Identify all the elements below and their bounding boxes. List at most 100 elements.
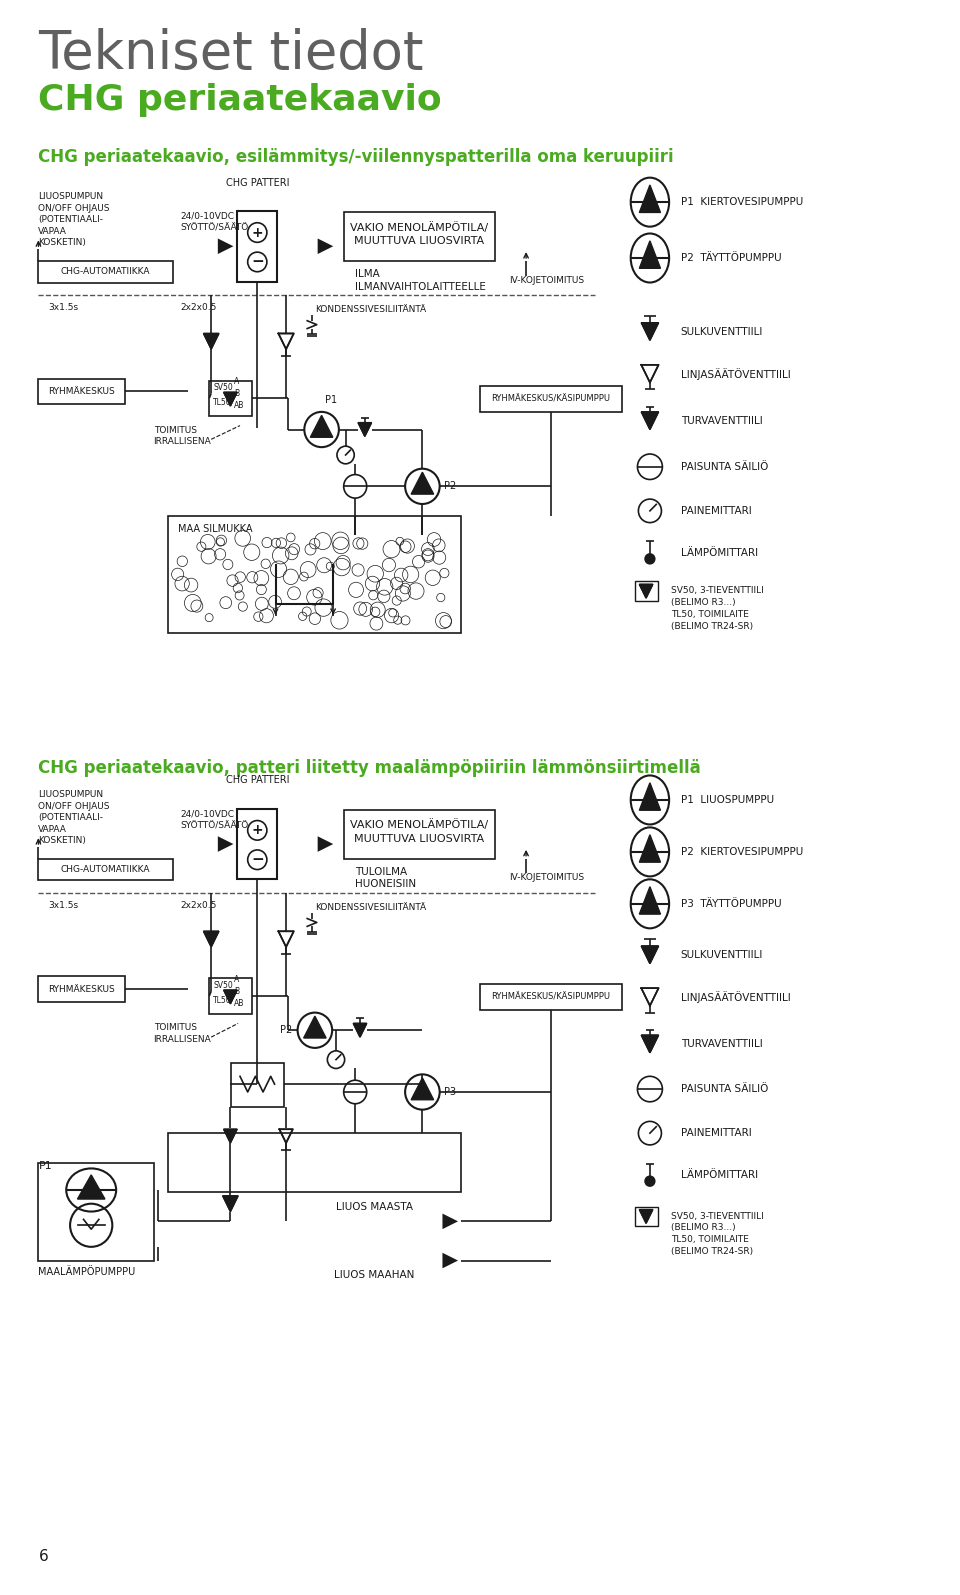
Text: RYHMÄKESKUS: RYHMÄKESKUS [48, 388, 115, 396]
Polygon shape [224, 392, 237, 407]
Text: A: A [234, 975, 239, 984]
Polygon shape [303, 1016, 326, 1038]
Text: SULKUVENTTIILI: SULKUVENTTIILI [681, 949, 763, 960]
Text: KONDENSSIVESILIITÄNTÄ: KONDENSSIVESILIITÄNTÄ [315, 903, 426, 912]
Polygon shape [641, 412, 659, 429]
Text: IV-KOJETOIMITUS: IV-KOJETOIMITUS [509, 276, 584, 284]
Text: CHG-AUTOMATIIKKA: CHG-AUTOMATIIKKA [60, 864, 151, 874]
Text: TULOILMA
HUONEISIIN: TULOILMA HUONEISIIN [355, 866, 417, 890]
Text: CHG periaatekaavio, esilämmitys/-viilennyspatterilla oma keruupiiri: CHG periaatekaavio, esilämmitys/-viilenn… [38, 148, 674, 166]
Text: P2  TÄYTTÖPUMPPU: P2 TÄYTTÖPUMPPU [681, 254, 781, 263]
Bar [237, 809, 277, 879]
Polygon shape [204, 931, 219, 947]
Polygon shape [224, 1129, 237, 1144]
Polygon shape [639, 185, 660, 212]
Text: B: B [234, 389, 239, 399]
Text: SV50: SV50 [213, 981, 233, 990]
Text: TL50: TL50 [213, 995, 231, 1005]
Text: SV50, 3-TIEVENTTIILI
(BELIMO R3...)
TL50, TOIMILAITE
(BELIMO TR24-SR): SV50, 3-TIEVENTTIILI (BELIMO R3...) TL50… [671, 1212, 764, 1255]
Text: SULKUVENTTIILI: SULKUVENTTIILI [681, 327, 763, 337]
Polygon shape [639, 241, 660, 268]
Bar [168, 515, 461, 633]
Text: ILMA
ILMANVAIHTOLAITTEELLE: ILMA ILMANVAIHTOLAITTEELLE [355, 270, 486, 292]
Text: AB: AB [234, 400, 245, 410]
Bar [38, 378, 125, 404]
Polygon shape [223, 1196, 238, 1212]
Text: −: − [251, 852, 264, 868]
Text: B: B [234, 987, 239, 995]
Bar [635, 1207, 658, 1227]
Polygon shape [641, 322, 659, 340]
Polygon shape [639, 584, 653, 598]
Polygon shape [641, 412, 659, 429]
Bar [38, 262, 173, 282]
Circle shape [645, 1176, 655, 1187]
Text: VAKIO MENOLÄMPÖTILA/: VAKIO MENOLÄMPÖTILA/ [350, 222, 489, 233]
Text: CHG periaatekaavio: CHG periaatekaavio [38, 83, 442, 116]
Text: KONDENSSIVESILIITÄNTÄ: KONDENSSIVESILIITÄNTÄ [315, 305, 426, 314]
Text: TOIMITUS
IRRALLISENA: TOIMITUS IRRALLISENA [154, 426, 211, 447]
Text: 3x1.5s: 3x1.5s [48, 901, 78, 909]
Text: MAALÄMPÖPUMPPU: MAALÄMPÖPUMPPU [38, 1268, 135, 1278]
Polygon shape [310, 415, 333, 437]
Text: IV-KOJETOIMITUS: IV-KOJETOIMITUS [509, 874, 584, 882]
Bar [231, 1062, 284, 1107]
Bar [168, 1132, 461, 1191]
Polygon shape [639, 1209, 653, 1223]
Text: +: + [252, 823, 263, 837]
Text: P3: P3 [444, 1086, 456, 1097]
Polygon shape [204, 333, 219, 349]
Polygon shape [639, 584, 653, 598]
Text: PAINEMITTARI: PAINEMITTARI [681, 1128, 752, 1139]
Text: MUUTTUVA LIUOSVIRTA: MUUTTUVA LIUOSVIRTA [354, 834, 485, 844]
Text: −: − [251, 255, 264, 270]
Bar [344, 212, 495, 262]
Text: LINJASÄÄTÖVENTTIILI: LINJASÄÄTÖVENTTIILI [681, 990, 790, 1003]
Bar [38, 1163, 154, 1260]
Text: TL50: TL50 [213, 399, 231, 407]
Text: Tekniset tiedot: Tekniset tiedot [38, 27, 424, 80]
Polygon shape [411, 1078, 434, 1099]
Polygon shape [224, 990, 237, 1003]
Polygon shape [358, 423, 372, 437]
Text: RYHMÄKESKUS/KÄSIPUMPPU: RYHMÄKESKUS/KÄSIPUMPPU [492, 992, 611, 1002]
Text: P1  KIERTOVESIPUMPPU: P1 KIERTOVESIPUMPPU [681, 198, 803, 207]
Circle shape [645, 553, 655, 563]
Text: LÄMPÖMITTARI: LÄMPÖMITTARI [681, 1171, 757, 1180]
Bar [209, 978, 252, 1013]
Polygon shape [641, 946, 659, 963]
Text: 24/0-10VDC
SYÖTTÖ/SÄÄTÖ: 24/0-10VDC SYÖTTÖ/SÄÄTÖ [180, 212, 249, 233]
Text: LIUOS MAAHAN: LIUOS MAAHAN [334, 1270, 415, 1281]
Bar [237, 211, 277, 282]
Text: A: A [234, 378, 239, 386]
Bar [635, 582, 658, 601]
Bar [480, 386, 622, 412]
Text: SV50, 3-TIEVENTTIILI
(BELIMO R3...)
TL50, TOIMILAITE
(BELIMO TR24-SR): SV50, 3-TIEVENTTIILI (BELIMO R3...) TL50… [671, 587, 764, 630]
Text: RYHMÄKESKUS: RYHMÄKESKUS [48, 984, 115, 994]
Text: 2x2x0.5: 2x2x0.5 [180, 901, 217, 909]
Text: LINJASÄÄTÖVENTTIILI: LINJASÄÄTÖVENTTIILI [681, 368, 790, 380]
Text: PAINEMITTARI: PAINEMITTARI [681, 506, 752, 515]
Polygon shape [641, 1035, 659, 1053]
Text: MAA SILMUKKA: MAA SILMUKKA [178, 523, 252, 534]
Text: SV50: SV50 [213, 383, 233, 392]
Text: P3  TÄYTTÖPUMPPU: P3 TÄYTTÖPUMPPU [681, 900, 781, 909]
Polygon shape [639, 1209, 653, 1223]
Text: CHG periaatekaavio, patteri liitetty maalämpöpiiriin lämmönsiirtimellä: CHG periaatekaavio, patteri liitetty maa… [38, 759, 701, 777]
Polygon shape [641, 322, 659, 340]
Polygon shape [353, 1024, 367, 1037]
Text: PAISUNTA SÄILIÖ: PAISUNTA SÄILIÖ [681, 1085, 768, 1094]
Text: +: + [252, 225, 263, 239]
Text: TOIMITUS
IRRALLISENA: TOIMITUS IRRALLISENA [154, 1024, 211, 1043]
Text: P2: P2 [279, 1026, 292, 1035]
Polygon shape [78, 1176, 105, 1199]
Text: 6: 6 [38, 1549, 48, 1565]
Text: LIUOSPUMPUN
ON/OFF OHJAUS
(POTENTIAALI-
VAPAA
KOSKETIN): LIUOSPUMPUN ON/OFF OHJAUS (POTENTIAALI- … [38, 790, 109, 845]
Polygon shape [224, 1129, 237, 1144]
Polygon shape [641, 1035, 659, 1053]
Text: AB: AB [234, 998, 245, 1008]
Bar [344, 810, 495, 858]
Text: CHG PATTERI: CHG PATTERI [226, 775, 289, 785]
Polygon shape [204, 931, 219, 947]
Text: VAKIO MENOLÄMPÖTILA/: VAKIO MENOLÄMPÖTILA/ [350, 820, 489, 831]
